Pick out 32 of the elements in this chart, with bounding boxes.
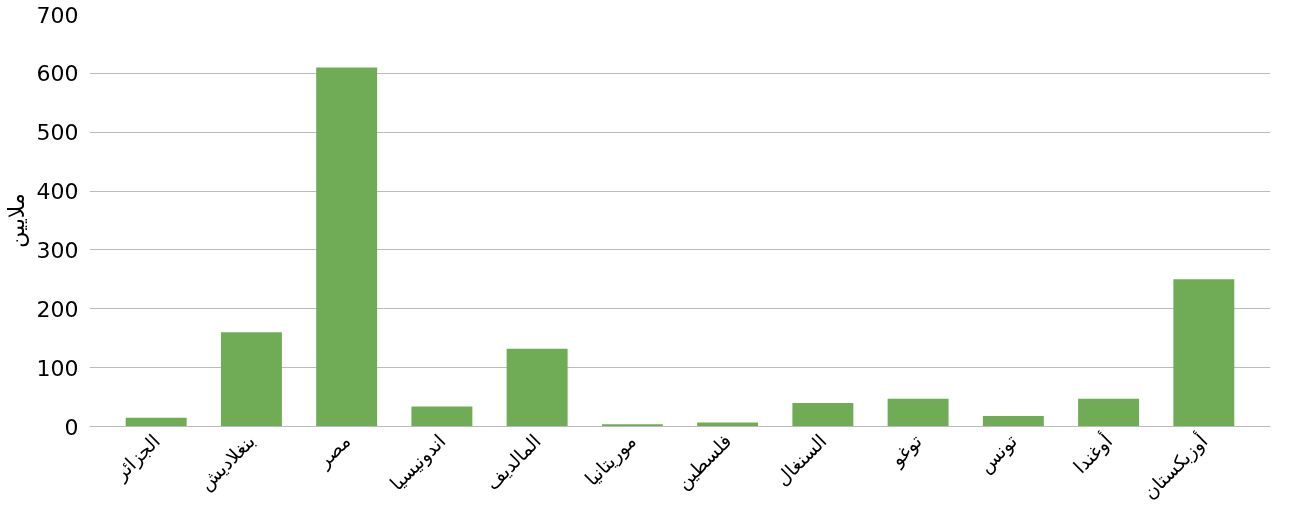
x-tick-label: مصر [311, 429, 356, 473]
y-axis-title: ملايين [3, 193, 29, 248]
bar [1173, 279, 1235, 427]
bar [220, 332, 282, 427]
bar [411, 406, 473, 427]
x-tick-label: السنغال [770, 429, 831, 490]
x-tick-label: توغو [884, 429, 927, 472]
y-tick-label: 300 [36, 237, 79, 263]
y-tick-label: 200 [36, 296, 79, 322]
y-tick-label: 500 [36, 120, 79, 146]
y-tick-label: 600 [36, 61, 79, 87]
x-tick-label: الجزائر [108, 429, 165, 486]
bar [1078, 398, 1140, 427]
y-tick-label: 100 [36, 355, 79, 381]
x-tick-label: تونس [974, 429, 1022, 478]
x-tick-label: بنغلاديش [194, 429, 260, 496]
y-tick-label: 0 [64, 414, 79, 440]
x-tick-label: المالديف [480, 429, 545, 494]
y-tick-label: 700 [36, 2, 79, 28]
x-tick-label: فلسطين [671, 429, 737, 495]
bar [887, 398, 949, 427]
bar [792, 402, 854, 427]
bar [125, 417, 187, 427]
bar [982, 415, 1044, 427]
x-tick-label: موريتانيا [580, 429, 641, 491]
bar [506, 348, 568, 427]
x-tick-label: أوزبكستان [1137, 429, 1213, 504]
x-tick-label: اندونيسيا [385, 429, 451, 495]
bar [697, 422, 759, 427]
x-tick-label: أوغندا [1068, 429, 1118, 479]
bar [316, 67, 378, 427]
y-tick-label: 400 [36, 179, 79, 205]
